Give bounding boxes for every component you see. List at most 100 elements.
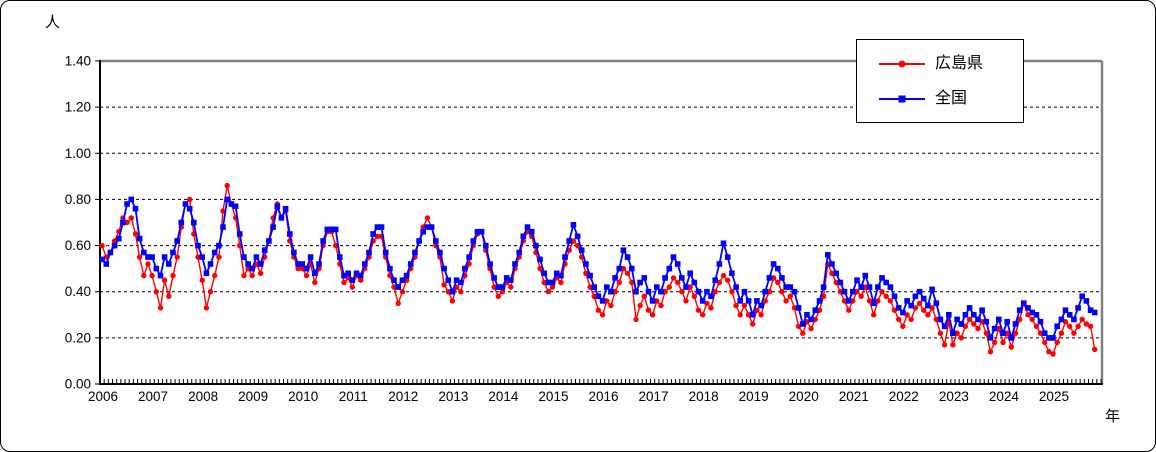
data-point-zenkoku xyxy=(287,231,293,237)
data-point-zenkoku xyxy=(825,252,831,258)
data-point-zenkoku xyxy=(1012,321,1019,327)
data-point-zenkoku xyxy=(149,254,155,260)
data-point-zenkoku xyxy=(395,284,401,290)
data-point-zenkoku xyxy=(316,261,322,267)
data-point-zenkoku xyxy=(745,298,752,304)
data-point-zenkoku xyxy=(975,316,981,323)
data-point-hiroshima xyxy=(808,325,814,332)
data-point-zenkoku xyxy=(416,238,422,244)
data-point-zenkoku xyxy=(378,224,385,230)
y-tick-label: 0.00 xyxy=(65,377,91,392)
data-point-hiroshima xyxy=(837,289,843,295)
data-point-zenkoku xyxy=(274,203,281,210)
data-point-hiroshima xyxy=(883,293,889,299)
data-point-zenkoku xyxy=(249,265,255,272)
data-point-zenkoku xyxy=(841,288,848,295)
data-point-zenkoku xyxy=(141,249,147,256)
data-point-zenkoku xyxy=(820,284,827,290)
blue-square-marker-icon xyxy=(898,95,906,102)
x-tick-label: 2022 xyxy=(889,389,919,404)
data-point-hiroshima xyxy=(875,298,881,304)
data-point-hiroshima xyxy=(658,302,664,309)
data-point-zenkoku xyxy=(174,238,180,244)
data-point-zenkoku xyxy=(487,261,493,267)
data-point-zenkoku xyxy=(633,288,639,295)
y-tick-label: 1.40 xyxy=(65,54,91,69)
data-point-zenkoku xyxy=(232,203,239,210)
x-tick-label: 2020 xyxy=(789,389,819,404)
data-point-hiroshima xyxy=(558,279,564,286)
data-point-hiroshima xyxy=(549,284,556,290)
data-point-zenkoku xyxy=(241,254,247,260)
data-point-hiroshima xyxy=(887,298,894,304)
data-point-zenkoku xyxy=(749,312,756,318)
data-point-hiroshima xyxy=(750,321,756,327)
data-point-zenkoku xyxy=(920,295,927,302)
data-point-zenkoku xyxy=(612,275,618,281)
data-point-hiroshima xyxy=(695,307,702,313)
data-point-hiroshima xyxy=(132,231,139,237)
legend-item-hiroshima: 広島県 xyxy=(879,55,1023,72)
data-point-hiroshima xyxy=(666,284,672,290)
data-point-hiroshima xyxy=(991,339,998,346)
data-point-zenkoku xyxy=(478,228,485,235)
data-point-hiroshima xyxy=(570,238,577,244)
x-tick-label: 2021 xyxy=(839,389,869,404)
data-point-hiroshima xyxy=(925,312,931,318)
data-point-zenkoku xyxy=(645,288,652,295)
data-point-zenkoku xyxy=(520,233,527,240)
data-point-hiroshima xyxy=(203,305,210,311)
data-point-hiroshima xyxy=(349,284,355,290)
y-tick-label: 1.00 xyxy=(65,146,91,161)
data-point-hiroshima xyxy=(958,335,964,341)
data-point-zenkoku xyxy=(908,302,914,309)
data-point-zenkoku xyxy=(695,288,702,295)
data-point-zenkoku xyxy=(733,284,739,290)
data-point-hiroshima xyxy=(595,307,602,313)
data-point-zenkoku xyxy=(245,261,251,267)
data-point-hiroshima xyxy=(1033,323,1040,329)
data-point-zenkoku xyxy=(654,284,660,290)
data-point-zenkoku xyxy=(145,254,151,260)
legend-swatch-hiroshima xyxy=(879,59,925,69)
data-point-zenkoku xyxy=(324,226,331,233)
data-point-hiroshima xyxy=(846,307,852,313)
data-point-zenkoku xyxy=(862,272,869,279)
data-point-zenkoku xyxy=(403,272,410,279)
data-point-hiroshima xyxy=(174,254,180,260)
data-point-hiroshima xyxy=(599,312,606,318)
data-point-zenkoku xyxy=(595,293,602,300)
data-point-zenkoku xyxy=(1046,335,1052,341)
x-axis-unit-label: 年 xyxy=(1105,408,1121,425)
data-point-zenkoku xyxy=(270,224,276,230)
data-point-hiroshima xyxy=(1000,339,1006,346)
x-tick-label: 2010 xyxy=(288,389,318,404)
data-point-hiroshima xyxy=(983,330,989,336)
data-point-zenkoku xyxy=(224,196,230,203)
data-point-hiroshima xyxy=(604,298,610,304)
data-point-hiroshima xyxy=(161,277,168,283)
data-point-zenkoku xyxy=(136,235,143,242)
data-point-zenkoku xyxy=(203,270,210,277)
data-point-zenkoku xyxy=(211,249,218,256)
data-point-hiroshima xyxy=(725,277,731,283)
data-point-zenkoku xyxy=(724,254,731,260)
data-point-hiroshima xyxy=(241,272,247,279)
data-point-zenkoku xyxy=(783,284,789,290)
data-point-zenkoku xyxy=(779,275,785,281)
data-point-hiroshima xyxy=(403,277,410,283)
data-point-zenkoku xyxy=(253,254,260,260)
data-point-hiroshima xyxy=(633,316,639,323)
data-point-zenkoku xyxy=(887,284,894,290)
data-point-hiroshima xyxy=(541,279,547,286)
data-point-zenkoku xyxy=(195,242,201,249)
data-point-hiroshima xyxy=(224,182,230,189)
data-point-hiroshima xyxy=(729,289,735,295)
data-point-zenkoku xyxy=(566,238,572,244)
data-point-hiroshima xyxy=(929,305,935,311)
data-point-hiroshima xyxy=(212,272,218,279)
data-point-zenkoku xyxy=(837,279,844,286)
data-point-zenkoku xyxy=(879,275,885,281)
